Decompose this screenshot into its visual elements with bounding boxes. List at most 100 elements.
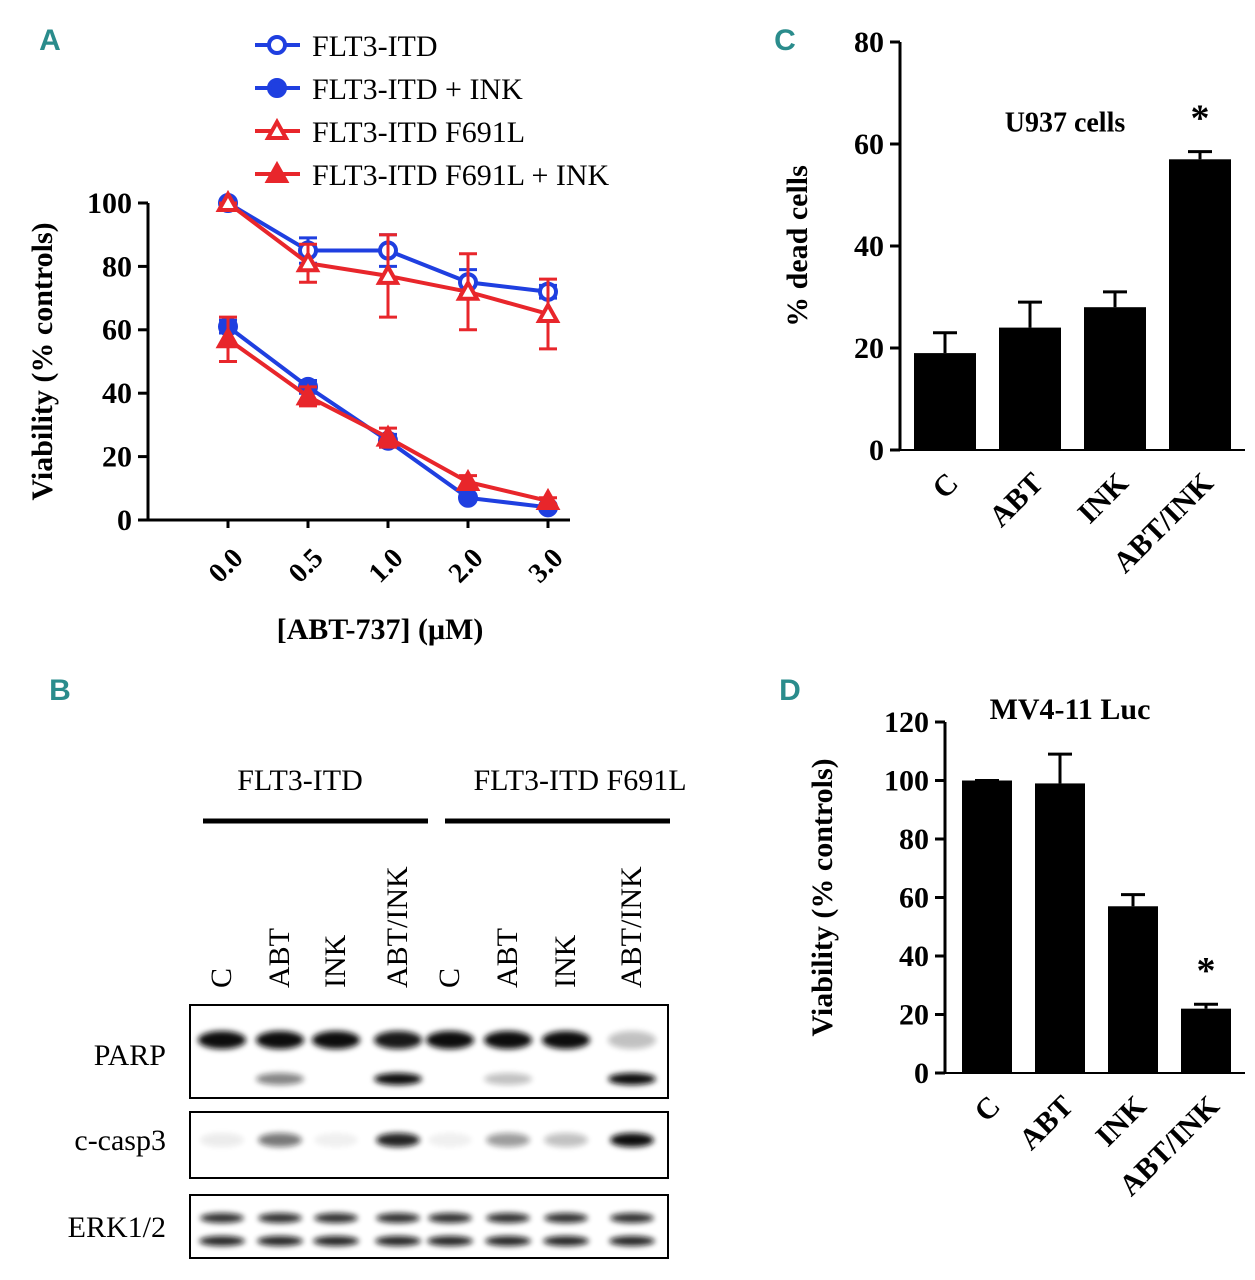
group-label: FLT3-ITD: [237, 764, 363, 797]
band: [376, 1133, 420, 1147]
point: [535, 487, 561, 510]
x-axis-label: [ABT-737] (μM): [277, 613, 484, 646]
annotation: U937 cells: [1005, 107, 1126, 138]
point: [264, 117, 290, 140]
band: [374, 1073, 422, 1085]
band: [609, 1236, 655, 1246]
band: [428, 1133, 472, 1147]
band: [610, 1133, 654, 1147]
legend-label: FLT3-ITD + INK: [312, 73, 523, 106]
band: [484, 1073, 532, 1085]
band: [428, 1213, 472, 1223]
y-tick-label: 120: [884, 706, 929, 739]
band: [426, 1031, 474, 1049]
point: [375, 424, 401, 447]
panel-label: C: [774, 24, 796, 57]
bar: [1084, 307, 1146, 450]
band: [544, 1213, 588, 1223]
point: [535, 300, 561, 323]
bar: [962, 780, 1012, 1073]
error-bar: [1188, 150, 1212, 160]
point: [375, 262, 401, 285]
point: [215, 326, 241, 349]
y-tick-label: 0: [914, 1057, 929, 1090]
x-tick-label: INK: [1071, 466, 1135, 530]
error-bar: [933, 331, 957, 354]
band: [544, 1133, 588, 1147]
panel-label: B: [49, 674, 71, 707]
band: [543, 1236, 589, 1246]
point: [455, 468, 481, 491]
y-tick-label: 80: [899, 823, 929, 856]
point: [215, 189, 241, 212]
y-tick-label: 20: [899, 998, 929, 1031]
error-bar: [1048, 752, 1072, 784]
y-tick-label: 40: [854, 230, 884, 263]
point: [458, 487, 478, 508]
x-tick-label: C: [926, 466, 965, 505]
point: [267, 78, 287, 98]
y-tick-label: 80: [102, 250, 132, 283]
lane-label: INK: [549, 934, 582, 988]
lane-label: ABT: [263, 928, 296, 988]
y-tick-label: 40: [899, 940, 929, 973]
lane-label: C: [433, 968, 466, 988]
blot-frame: [189, 1111, 669, 1179]
significance-marker: *: [1197, 950, 1216, 992]
y-axis-label: % dead cells: [781, 165, 814, 327]
x-tick-label: ABT: [983, 466, 1050, 533]
error-bar: [1121, 893, 1145, 907]
bar: [1169, 159, 1231, 451]
x-tick-label: C: [968, 1089, 1007, 1128]
band: [258, 1133, 302, 1147]
y-tick-label: 20: [102, 440, 132, 473]
x-tick-label: ABT: [1013, 1089, 1080, 1156]
band: [542, 1031, 590, 1049]
panel-label: D: [779, 674, 801, 707]
band: [314, 1213, 358, 1223]
x-tick-label: 0.5: [283, 543, 330, 590]
y-tick-label: 100: [884, 764, 929, 797]
band: [484, 1031, 532, 1049]
lane-label: ABT/INK: [381, 866, 414, 988]
point: [264, 160, 290, 183]
band: [376, 1213, 420, 1223]
y-tick-label: 80: [854, 26, 884, 59]
x-tick-label: 3.0: [523, 543, 570, 590]
band: [257, 1236, 303, 1246]
significance-marker: *: [1191, 97, 1210, 139]
bar: [999, 327, 1061, 450]
y-tick-label: 60: [899, 881, 929, 914]
group-label: FLT3-ITD F691L: [473, 764, 686, 797]
legend-label: FLT3-ITD: [312, 30, 438, 63]
error-bar: [1018, 300, 1042, 328]
band: [256, 1073, 304, 1085]
band: [486, 1213, 530, 1223]
band: [608, 1073, 656, 1085]
row-label: PARP: [94, 1039, 166, 1072]
y-tick-label: 60: [854, 128, 884, 161]
band: [199, 1236, 245, 1246]
y-axis-label: Viability (% controls): [806, 758, 839, 1036]
series-line: [226, 325, 549, 510]
bar: [1108, 906, 1158, 1073]
lane-label: ABT/INK: [615, 866, 648, 988]
x-tick-label: 1.0: [363, 543, 410, 590]
y-tick-label: 60: [102, 314, 132, 347]
band: [313, 1236, 359, 1246]
bar: [1035, 783, 1085, 1073]
band: [485, 1236, 531, 1246]
x-tick-label: 0.0: [203, 543, 250, 590]
band: [427, 1236, 473, 1246]
lane-label: INK: [319, 934, 352, 988]
x-tick-label: INK: [1089, 1089, 1153, 1153]
band: [608, 1031, 656, 1049]
point: [295, 250, 321, 273]
row-label: c-casp3: [74, 1124, 166, 1157]
y-tick-label: 20: [854, 332, 884, 365]
band: [200, 1133, 244, 1147]
row-label: ERK1/2: [68, 1211, 166, 1244]
blot-frame: [189, 1194, 669, 1259]
band: [258, 1213, 302, 1223]
bar: [1181, 1008, 1231, 1073]
